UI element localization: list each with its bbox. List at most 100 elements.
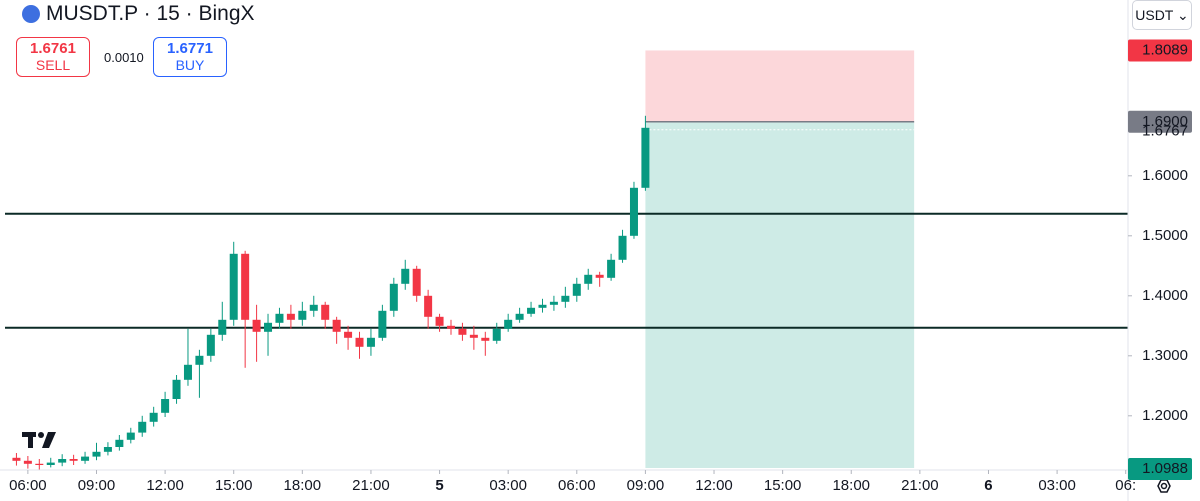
buy-price: 1.6771: [167, 40, 213, 57]
buy-label: BUY: [175, 57, 205, 73]
sell-button[interactable]: 1.6761 SELL: [16, 37, 90, 77]
y-tick-label: 1.3000: [1142, 347, 1188, 364]
candle-body: [69, 459, 78, 461]
candle-body: [641, 127, 650, 188]
y-tick-label: 1.2000: [1142, 407, 1188, 424]
settings-icon[interactable]: [1157, 479, 1171, 493]
x-tick-label: 03:00: [489, 477, 527, 494]
candle-body: [241, 253, 250, 320]
stop-price-tag-bg: [1128, 39, 1192, 62]
candle-body: [629, 187, 638, 236]
candle-body: [172, 379, 181, 399]
candle-body: [607, 259, 616, 278]
candle-body: [389, 283, 398, 311]
candle-body: [584, 274, 593, 284]
sell-label: SELL: [35, 57, 71, 73]
stop-zone: [645, 50, 915, 122]
x-tick-label: 5: [435, 477, 443, 494]
x-tick-label: 15:00: [215, 477, 253, 494]
x-tick-label: 6: [984, 477, 992, 494]
x-tick-label: 15:00: [764, 477, 802, 494]
x-tick-label: 06:: [1115, 477, 1136, 494]
x-tick-label: 12:00: [695, 477, 733, 494]
candle-body: [538, 304, 547, 308]
x-tick-label: 18:00: [832, 477, 870, 494]
candle-body: [149, 412, 158, 422]
target-zone: [645, 121, 915, 469]
candle-body: [424, 295, 433, 317]
symbol-header: MUSDT.P · 15 · BingX: [22, 2, 255, 26]
candle-body: [515, 313, 524, 320]
x-tick-label: 12:00: [146, 477, 184, 494]
candle-body: [321, 304, 330, 320]
x-tick-label: 09:00: [78, 477, 116, 494]
candle-body: [229, 253, 238, 320]
candle-body: [12, 457, 21, 461]
candle-body: [378, 310, 387, 338]
candle-body: [298, 310, 307, 320]
candle-body: [355, 337, 364, 347]
spread: 0.0010: [104, 50, 144, 65]
x-tick-label: 18:00: [284, 477, 322, 494]
x-tick-label: 06:00: [558, 477, 596, 494]
x-tick-label: 03:00: [1038, 477, 1076, 494]
candle-body: [23, 460, 32, 464]
symbol-title: MUSDT.P · 15 · BingX: [46, 2, 255, 25]
candle-body: [218, 319, 227, 335]
candle-body: [58, 459, 67, 463]
target-price-tag-bg: [1128, 458, 1192, 480]
candle-body: [35, 463, 44, 465]
currency: USDT: [1135, 7, 1174, 23]
candle-body: [435, 316, 444, 326]
candle-body: [206, 334, 215, 356]
plot: [5, 50, 1128, 470]
x-tick-label: 21:00: [352, 477, 390, 494]
candle-body: [469, 334, 478, 338]
x-tick-label: 06:00: [9, 477, 47, 494]
currency-select[interactable]: USDT ⌄: [1132, 0, 1192, 30]
candle-body: [309, 304, 318, 311]
buy-button[interactable]: 1.6771 BUY: [153, 37, 227, 77]
candle-body: [527, 307, 536, 314]
last-price-label: 1.6767: [1142, 123, 1188, 140]
y-tick-label: 1.6000: [1142, 167, 1188, 184]
symbol-logo: [22, 5, 40, 23]
candle-body: [183, 364, 192, 380]
candle-body: [81, 456, 90, 461]
entry-price-tag: 1.6900: [1142, 113, 1188, 130]
candle-body: [412, 268, 421, 296]
candle-body: [161, 399, 170, 413]
x-tick-label: 09:00: [627, 477, 665, 494]
candle-body: [115, 439, 124, 447]
candle-body: [275, 313, 284, 323]
target-price-tag: 1.0988: [1142, 460, 1188, 477]
tv-logo: [22, 432, 56, 448]
candle-body: [549, 301, 558, 305]
candle-body: [138, 421, 147, 433]
candle-body: [458, 328, 467, 335]
candle-body: [252, 319, 261, 332]
candle-body: [344, 331, 353, 338]
y-tick-label: 1.4000: [1142, 287, 1188, 304]
candle-body: [92, 451, 101, 457]
x-tick-label: 21:00: [901, 477, 939, 494]
candle-body: [446, 325, 456, 329]
candle-body: [401, 268, 410, 284]
sell-price: 1.6761: [30, 40, 76, 57]
entry-price-tag-bg: [1128, 110, 1192, 133]
candle-body: [561, 295, 570, 302]
candle-body: [332, 319, 341, 332]
candle-body: [595, 274, 604, 278]
candle-body: [264, 322, 273, 332]
stop-price-tag: 1.8089: [1142, 41, 1188, 58]
candle-body: [46, 462, 55, 465]
candle-body: [481, 337, 490, 341]
candle-body: [126, 432, 135, 440]
candle-body: [504, 319, 513, 329]
candle-body: [572, 283, 581, 296]
candle-body: [492, 328, 501, 341]
candle-body: [103, 447, 112, 452]
candle-body: [195, 355, 204, 365]
